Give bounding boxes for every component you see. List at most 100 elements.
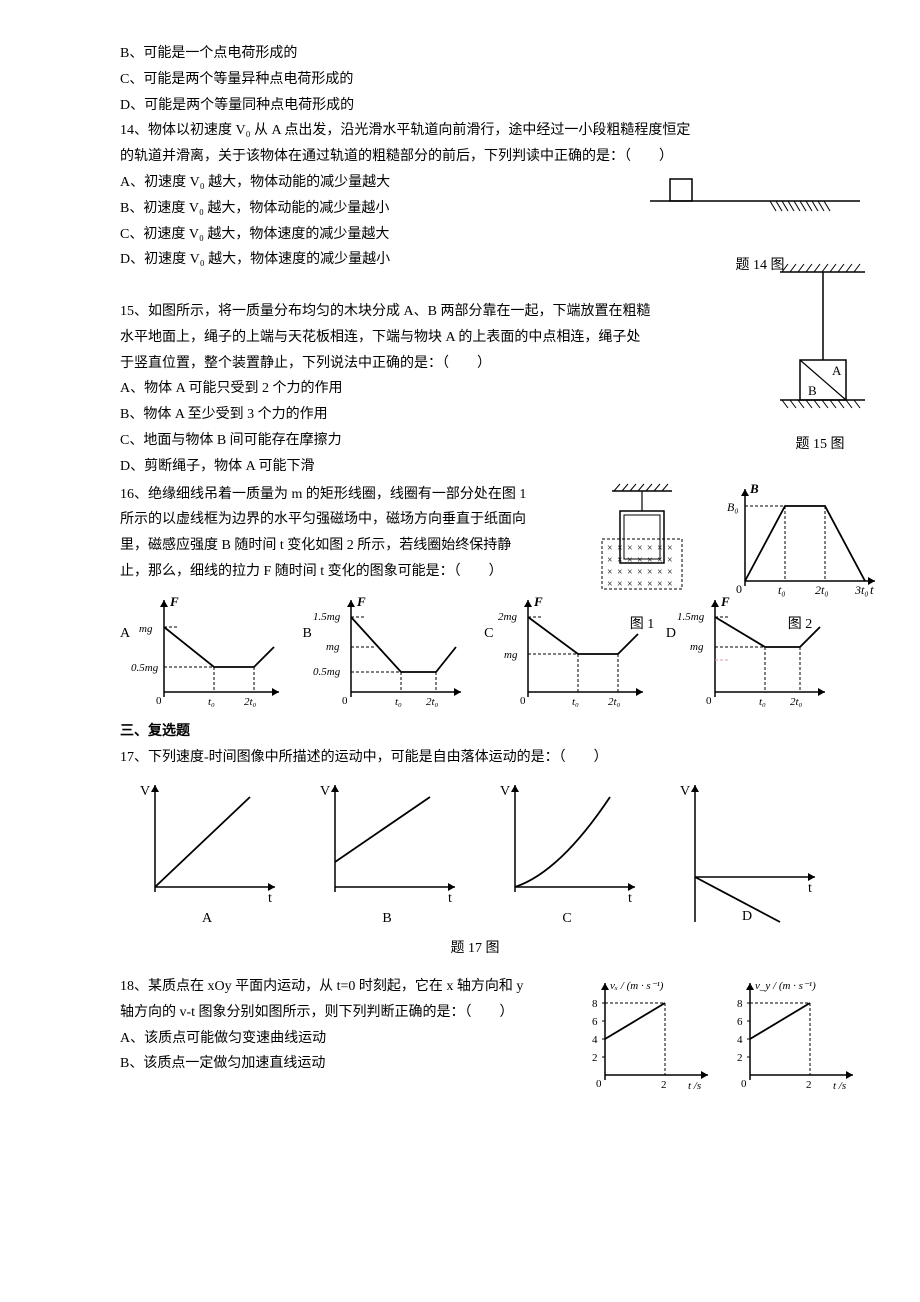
q16-optA: A F mg 0.5mg 0 t₀ 2t₀ [120, 592, 284, 712]
svg-text:0.5mg: 0.5mg [131, 662, 159, 674]
svg-text:2: 2 [592, 1052, 598, 1064]
svg-text:mg: mg [504, 649, 518, 661]
svg-text:×: × [667, 555, 673, 566]
svg-text:×: × [627, 579, 633, 590]
svg-text:×: × [637, 579, 643, 590]
q15-figure: A B 题 15 图 [770, 260, 870, 457]
q17-optC-block: V t C [490, 777, 640, 931]
svg-text:0: 0 [741, 1078, 747, 1090]
svg-text:B₀: B₀ [727, 500, 739, 514]
svg-text:×: × [637, 567, 643, 578]
svg-text:2t₀: 2t₀ [426, 696, 439, 708]
q18-optA: A、该质点可能做匀变速曲线运动 [120, 1027, 540, 1051]
q14-stem2: 的轨道并滑离，关于该物体在通过轨道的粗糙部分的前后，下列判读中正确的是：（ ） [120, 145, 830, 169]
svg-text:0: 0 [596, 1078, 602, 1090]
svg-text:2: 2 [661, 1079, 667, 1091]
svg-text:0: 0 [520, 695, 526, 707]
q18-optB: B、该质点一定做匀加速直线运动 [120, 1052, 540, 1076]
q16-stem3: 里，磁感应强度 B 随时间 t 变化如图 2 所示，若线圈始终保持静 [120, 534, 540, 558]
q17-optB-block: V t B [310, 777, 460, 931]
svg-text:×: × [627, 567, 633, 578]
svg-text:t₀: t₀ [759, 696, 766, 708]
q13-optB: B、可能是一个点电荷形成的 [120, 42, 830, 66]
svg-text:×: × [617, 543, 623, 554]
q16-figures: ××××××× ××××××× ××××××× ××××××× 图 1 B t [582, 481, 880, 638]
svg-text:t: t [628, 891, 632, 906]
q17-stem: 17、下列速度-时间图像中所描述的运动中，可能是自由落体运动的是：（ ） [120, 746, 830, 770]
svg-text:3t₀: 3t₀ [854, 583, 869, 597]
svg-text:t: t [448, 891, 452, 906]
q15: 15、如图所示，将一质量分布均匀的木块分成 A、B 两部分靠在一起，下端放置在粗… [120, 300, 830, 479]
svg-text:×: × [637, 555, 643, 566]
svg-text:t₀: t₀ [395, 696, 402, 708]
svg-text:×: × [607, 567, 613, 578]
svg-text:4: 4 [737, 1034, 743, 1046]
svg-text:2t₀: 2t₀ [244, 696, 257, 708]
q16-stem1: 16、绝缘细线吊着一质量为 m 的矩形线圈，线圈有一部分处在图 1 [120, 483, 540, 507]
section3-title: 三、复选题 [120, 720, 830, 744]
svg-text:0: 0 [342, 695, 348, 707]
q15-optC: C、地面与物体 B 间可能存在摩擦力 [120, 429, 830, 453]
svg-text:×: × [667, 567, 673, 578]
svg-text:×: × [637, 543, 643, 554]
q15-stem1: 15、如图所示，将一质量分布均匀的木块分成 A、B 两部分靠在一起，下端放置在粗… [120, 300, 830, 324]
q14: 14、物体以初速度 V₀ 从 A 点出发，沿光滑水平轨道向前滑行，途中经过一小段… [120, 119, 830, 272]
q16-stem2: 所示的以虚线框为边界的水平匀强磁场中，磁场方向垂直于纸面向 [120, 508, 540, 532]
q17-caption: 题 17 图 [120, 937, 830, 961]
svg-text:F: F [356, 594, 366, 609]
svg-text:mg: mg [139, 623, 153, 635]
svg-text:8: 8 [737, 998, 743, 1010]
svg-text:×: × [627, 555, 633, 566]
svg-text:×: × [667, 579, 673, 590]
svg-text:×: × [657, 543, 663, 554]
svg-text:0: 0 [736, 582, 742, 596]
svg-text:0.5mg: 0.5mg [313, 666, 341, 678]
svg-text:1.5mg: 1.5mg [313, 611, 341, 623]
svg-text:2t₀: 2t₀ [608, 696, 621, 708]
q15-optB: B、物体 A 至少受到 3 个力的作用 [120, 403, 830, 427]
svg-text:×: × [657, 555, 663, 566]
svg-text:F: F [169, 594, 179, 609]
svg-text:6: 6 [737, 1016, 743, 1028]
q16: 16、绝缘细线吊着一质量为 m 的矩形线圈，线圈有一部分处在图 1 所示的以虚线… [120, 483, 830, 584]
q15-stem2: 水平地面上，绳子的上端与天花板相连，下端与物块 A 的上表面的中点相连，绳子处 [120, 326, 830, 350]
svg-text:t: t [808, 881, 812, 896]
svg-text:4: 4 [592, 1034, 598, 1046]
svg-text:mg: mg [690, 641, 704, 653]
svg-text:V: V [500, 784, 510, 799]
svg-text:×: × [647, 579, 653, 590]
q18-vy-svg: v_y / (m · s⁻¹) t /s 8 6 4 2 0 2 [725, 975, 860, 1095]
q17-options: V t A V t B V t C [120, 777, 830, 931]
svg-text:t /s: t /s [688, 1080, 701, 1092]
q18-figure: vₓ / (m · s⁻¹) t /s 8 6 4 2 0 2 v_y / (m… [580, 975, 860, 1095]
svg-text:×: × [657, 567, 663, 578]
q16-fig2-label: 图 2 [720, 613, 880, 637]
svg-text:0: 0 [156, 695, 162, 707]
svg-text:×: × [607, 543, 613, 554]
svg-text:mg: mg [326, 641, 340, 653]
q15-stem3: 于竖直位置，整个装置静止，下列说法中正确的是：（ ） [120, 352, 830, 376]
svg-text:2t₀: 2t₀ [815, 583, 829, 597]
svg-text:B: B [808, 383, 817, 398]
svg-text:t /s: t /s [833, 1080, 846, 1092]
q17-optD-block: V t D [670, 777, 820, 931]
q18: 18、某质点在 xOy 平面内运动，从 t=0 时刻起，它在 x 轴方向和 y … [120, 975, 830, 1076]
svg-text:2: 2 [737, 1052, 743, 1064]
q15-fig-label: 题 15 图 [770, 433, 870, 457]
svg-text:2t₀: 2t₀ [790, 696, 803, 708]
svg-text:×: × [647, 543, 653, 554]
q16-fig1-label: 图 1 [582, 613, 702, 637]
svg-text:×: × [627, 543, 633, 554]
svg-text:×: × [647, 555, 653, 566]
svg-text:×: × [647, 567, 653, 578]
q17-optA-block: V t A [130, 777, 280, 931]
svg-text:×: × [617, 579, 623, 590]
q16-optB: B F 1.5mg mg 0.5mg 0 t₀ 2t₀ [302, 592, 465, 712]
svg-text:v_y / (m · s⁻¹): v_y / (m · s⁻¹) [755, 980, 816, 992]
q15-block-svg: A B [770, 260, 870, 420]
svg-text:t₀: t₀ [778, 583, 786, 597]
svg-text:t: t [870, 582, 874, 597]
q13-optD: D、可能是两个等量同种点电荷形成的 [120, 94, 830, 118]
svg-text:×: × [617, 567, 623, 578]
svg-text:2mg: 2mg [498, 611, 517, 623]
